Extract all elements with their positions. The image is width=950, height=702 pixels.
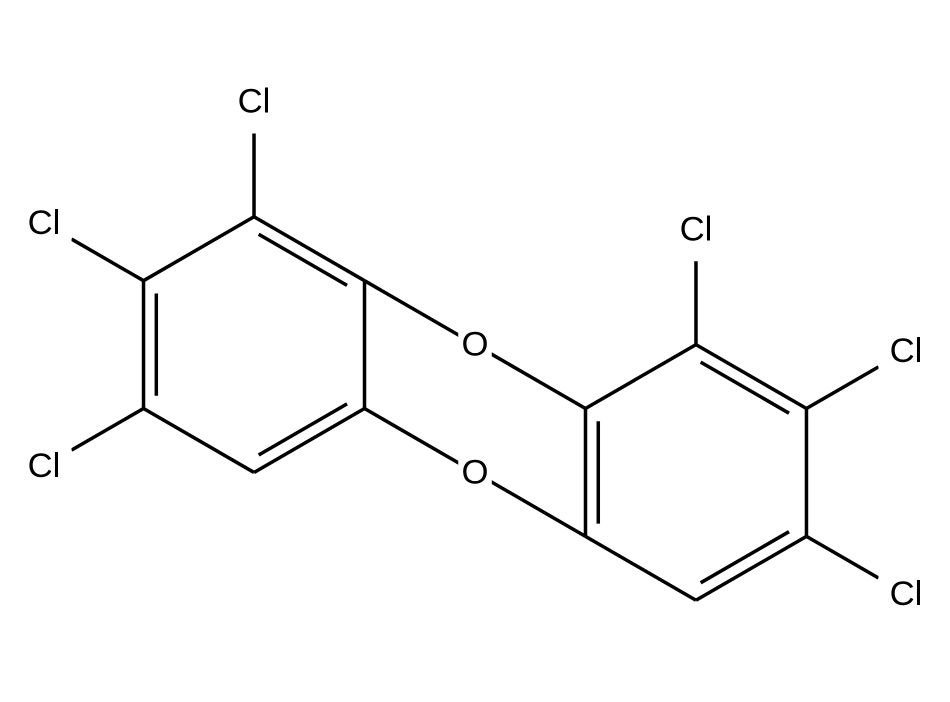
molecule-canvas: O O Cl Cl Cl Cl Cl Cl xyxy=(0,0,950,702)
atom-label-cl_b5: Cl xyxy=(890,575,923,613)
atom-label-cl_b4: Cl xyxy=(890,332,923,370)
atom-label-o7: O xyxy=(462,453,489,491)
labels-layer: O O Cl Cl Cl Cl Cl Cl xyxy=(16,78,933,617)
atom-label-cl_b3: Cl xyxy=(680,211,713,249)
atom-label-o8: O xyxy=(462,326,489,364)
atom-label-cl_a3: Cl xyxy=(238,83,271,121)
atom-label-cl_a1: Cl xyxy=(28,447,61,485)
atom-label-cl_a2: Cl xyxy=(28,204,61,242)
